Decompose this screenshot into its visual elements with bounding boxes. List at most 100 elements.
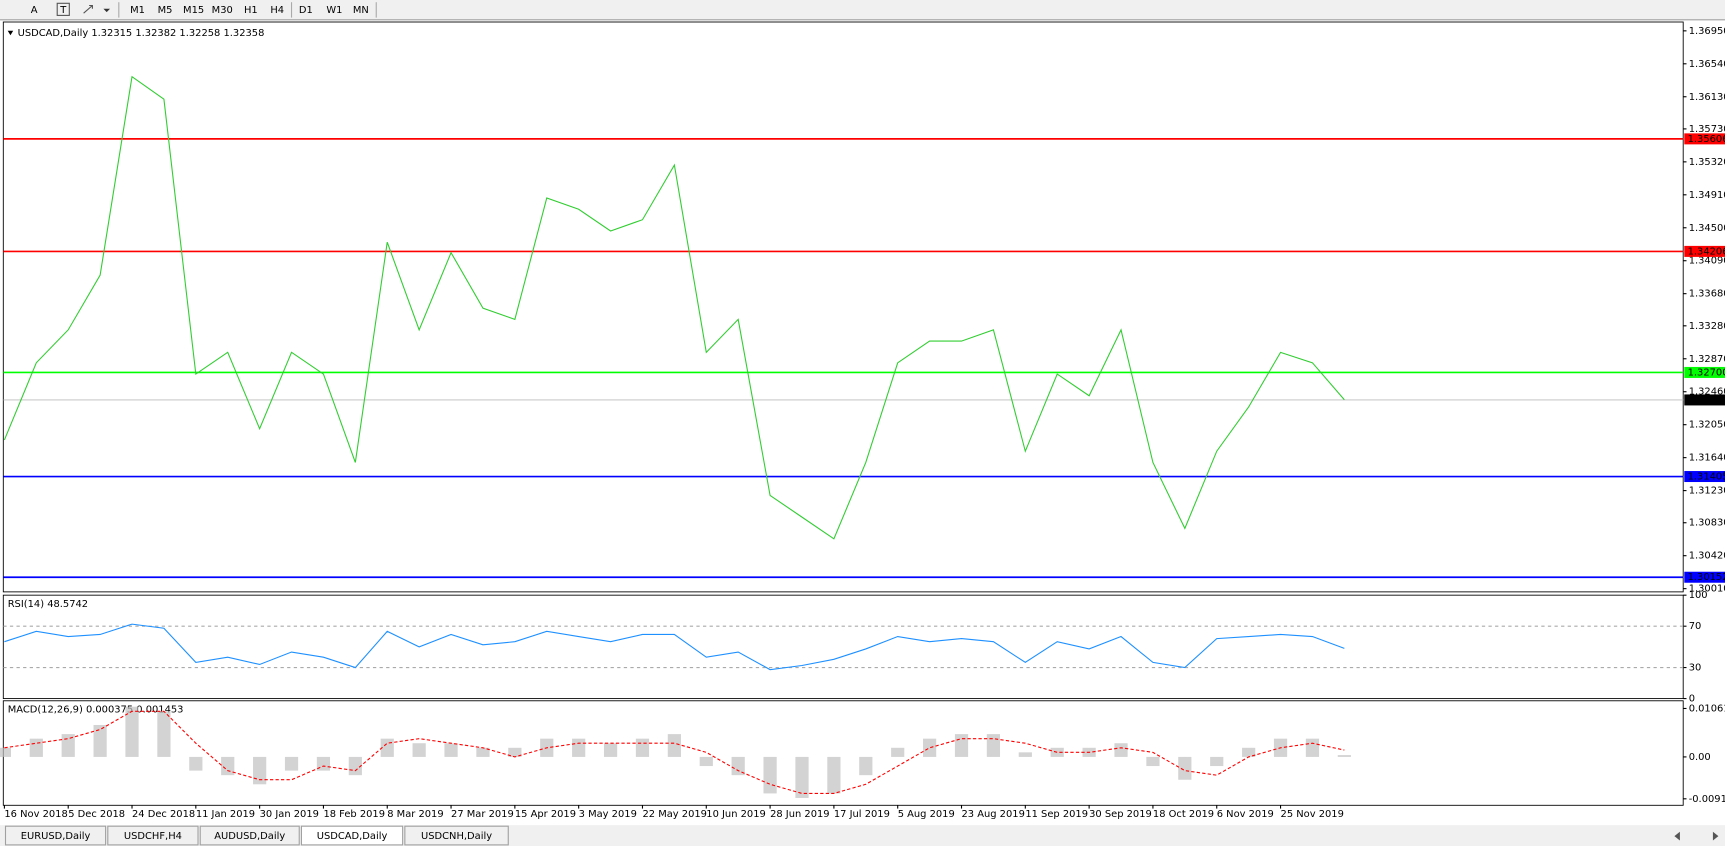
macd-bar (508, 747, 522, 757)
macd-bar (61, 734, 75, 757)
timeframe-button[interactable]: H4 (270, 5, 284, 16)
level-tag (1684, 471, 1725, 483)
x-tick-label: 11 Sep 2019 (1025, 809, 1088, 820)
tab-label[interactable]: EURUSD,Daily (21, 831, 91, 842)
y-tick-label: 1.33280 (1689, 321, 1725, 332)
tab[interactable] (300, 825, 404, 846)
panel-frame (2, 594, 1684, 700)
level-label: 1.32700 (1688, 367, 1725, 378)
x-tick-label: 18 Oct 2019 (1153, 809, 1214, 820)
level-tag (1684, 571, 1725, 583)
level-tag (1684, 133, 1725, 145)
timeframe-button[interactable]: D1 (299, 5, 313, 16)
rsi-line (4, 623, 1345, 671)
y-tick-label: 0 (1689, 694, 1695, 705)
x-tick-label: 18 Feb 2019 (323, 809, 385, 820)
current-price-label: 1.32358 (1688, 395, 1725, 406)
text-tool[interactable]: A (31, 5, 38, 16)
y-tick-label: 1.34090 (1689, 256, 1725, 267)
x-tick-label: 28 Jun 2019 (770, 809, 830, 820)
macd-bar (1146, 756, 1160, 767)
x-tick-label: 30 Jan 2019 (260, 809, 319, 820)
y-tick-label: 1.33680 (1689, 289, 1725, 300)
timeframe-button[interactable]: M30 (212, 5, 233, 16)
y-tick-label: 1.35730 (1689, 124, 1725, 135)
tab-label[interactable]: USDCAD,Daily (317, 831, 388, 842)
timeframe-button[interactable]: M1 (130, 5, 145, 16)
macd-bar (763, 756, 777, 794)
macd-bar (1242, 747, 1256, 757)
level-label: 1.30152 (1688, 572, 1725, 583)
x-tick-label: 24 Dec 2018 (132, 809, 195, 820)
scroll-left[interactable] (1674, 831, 1680, 841)
x-tick-label: 5 Aug 2019 (898, 809, 955, 820)
level-label: 1.31405 (1688, 472, 1725, 483)
scroll-right[interactable] (1712, 831, 1719, 841)
macd-bar (284, 756, 299, 771)
macd-bar (795, 756, 809, 798)
chart-title: USDCAD,Daily 1.32315 1.32382 1.32258 1.3… (18, 28, 265, 39)
macd-bar (444, 743, 458, 757)
macd-bar (157, 711, 171, 757)
timeframe-button[interactable]: M5 (158, 5, 173, 16)
timeframe-button[interactable]: M15 (183, 5, 204, 16)
y-tick-label: 30 (1689, 663, 1702, 674)
macd-bar (1114, 743, 1128, 757)
x-tick-label: 8 Mar 2019 (387, 809, 443, 820)
y-tick-label: 1.32050 (1689, 420, 1725, 431)
title-arrow (7, 30, 14, 36)
macd-bar (221, 756, 235, 776)
y-tick-label: 1.36950 (1689, 26, 1725, 37)
y-tick-label: 1.30420 (1689, 551, 1725, 562)
panel-frame (2, 21, 1684, 593)
text-label-tool[interactable] (56, 2, 70, 16)
y-tick-label: 70 (1689, 621, 1702, 632)
macd-bar (635, 738, 650, 757)
y-tick-label: 0.00 (1689, 752, 1711, 763)
chart-title: MACD(12,26,9) 0.000375 0.001453 (8, 705, 184, 716)
macd-bar (731, 756, 745, 776)
arrow-tool[interactable] (83, 4, 93, 14)
macd-bar (859, 756, 873, 776)
text-label-icon: T (59, 5, 67, 16)
macd-bar (93, 724, 107, 757)
macd-bar (1305, 738, 1320, 757)
macd-bar (1050, 747, 1064, 757)
y-tick-label: 1.35320 (1689, 157, 1725, 168)
timeframe-button[interactable]: MN (353, 5, 369, 16)
level-label: 1.34206 (1688, 246, 1725, 257)
macd-bar (125, 706, 139, 757)
macd-bar (923, 738, 937, 757)
y-tick-label: 1.30010 (1689, 584, 1725, 595)
x-tick-label: 27 Mar 2019 (451, 809, 514, 820)
x-tick-label: 11 Jan 2019 (196, 809, 255, 820)
tab[interactable] (4, 825, 107, 846)
timeframe-button[interactable]: H1 (244, 5, 258, 16)
y-tick-label: 1.34910 (1689, 190, 1725, 201)
tab-label[interactable]: AUDUSD,Daily (214, 831, 285, 842)
x-tick-label: 15 Apr 2019 (515, 809, 576, 820)
x-tick-label: 6 Nov 2019 (1217, 809, 1274, 820)
y-tick-label: 1.31640 (1689, 453, 1725, 464)
y-tick-label: 1.31230 (1689, 486, 1725, 497)
macd-bar (699, 756, 713, 767)
tab-label[interactable]: USDCHF,H4 (124, 831, 182, 842)
macd-bar (1178, 756, 1192, 780)
tab-label[interactable]: USDCNH,Daily (421, 831, 492, 842)
x-tick-label: 17 Jul 2019 (834, 809, 890, 820)
dropdown[interactable] (103, 8, 111, 13)
macd-bar (189, 756, 203, 771)
x-tick-label: 30 Sep 2019 (1089, 809, 1152, 820)
level-tag (1684, 366, 1725, 378)
macd-bar (1210, 756, 1224, 767)
tab[interactable] (404, 825, 509, 846)
y-tick-label: 1.32870 (1689, 354, 1725, 365)
timeframe-button[interactable]: W1 (326, 5, 342, 16)
macd-bar (29, 738, 43, 757)
tab[interactable] (199, 825, 300, 846)
tab[interactable] (107, 825, 199, 846)
macd-bar (954, 734, 969, 757)
x-tick-label: 5 Dec 2018 (68, 809, 125, 820)
